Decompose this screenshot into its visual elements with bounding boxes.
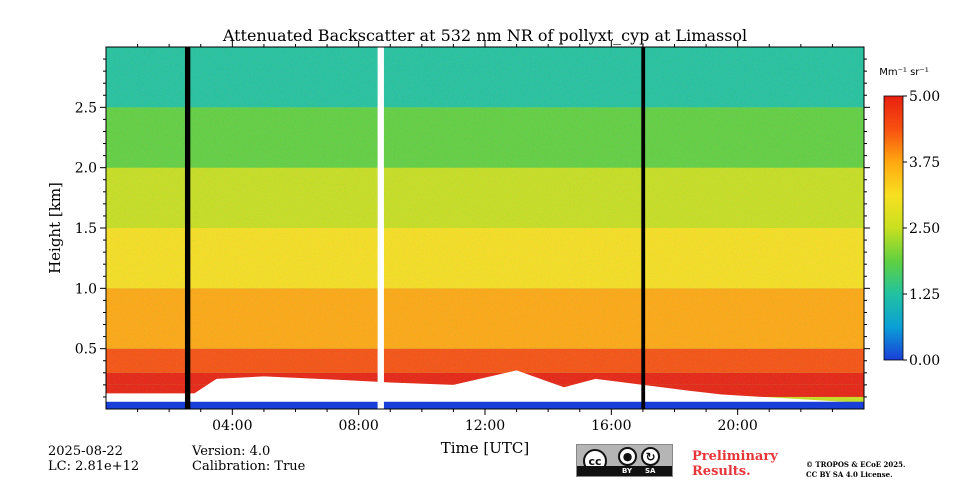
version-label: Version: 4.0 bbox=[192, 444, 271, 459]
x-tick-label: 04:00 bbox=[212, 418, 252, 434]
cc-by-sa-logo: cc ● ↻ BY SA bbox=[576, 444, 673, 477]
colorbar-tick-label: 0.00 bbox=[909, 353, 940, 369]
cc-label-bar bbox=[577, 466, 672, 476]
cc-by-label: BY bbox=[622, 467, 633, 475]
calibration-label: Calibration: True bbox=[192, 459, 306, 474]
info-left: 2025-08-22 LC: 2.81e+12 bbox=[48, 444, 139, 474]
x-tick-label: 08:00 bbox=[338, 418, 378, 434]
y-tick-label: 1.0 bbox=[75, 281, 97, 297]
noise-speckle bbox=[106, 47, 864, 409]
colorbar-unit: Mm⁻¹ sr⁻¹ bbox=[879, 67, 928, 78]
colorbar-ticks: 0.00 1.25 2.50 3.75 5.00 bbox=[903, 89, 940, 369]
colorbar-tick-label: 2.50 bbox=[909, 221, 940, 237]
preliminary-line-1: Preliminary bbox=[692, 449, 778, 464]
y-tick-label: 2.0 bbox=[75, 161, 97, 177]
copyright-line-2: CC BY SA 4.0 License. bbox=[806, 470, 893, 479]
black-gap bbox=[641, 47, 646, 409]
copyright-line-1: © TROPOS & ECoE 2025. bbox=[806, 460, 906, 469]
preliminary-line-2: Results. bbox=[692, 464, 751, 479]
white-gap bbox=[377, 47, 384, 409]
copyright: © TROPOS & ECoE 2025. CC BY SA 4.0 Licen… bbox=[806, 460, 905, 480]
x-axis-label: Time [UTC] bbox=[441, 439, 530, 457]
info-middle: Version: 4.0 Calibration: True bbox=[192, 444, 305, 474]
x-tick-label: 16:00 bbox=[591, 418, 631, 434]
data-gaps bbox=[184, 47, 646, 409]
x-tick-label: 12:00 bbox=[465, 418, 505, 434]
y-axis: 0.5 1.0 1.5 2.0 2.5 bbox=[75, 58, 870, 398]
preliminary-results: Preliminary Results. bbox=[692, 449, 778, 479]
x-axis: 04:00 08:00 12:00 16:00 20:00 bbox=[137, 41, 833, 434]
chart-title: Attenuated Backscatter at 532 nm NR of p… bbox=[222, 26, 747, 45]
y-tick-label: 1.5 bbox=[75, 221, 97, 237]
measurement-date: 2025-08-22 bbox=[48, 444, 123, 459]
black-gap bbox=[184, 47, 191, 409]
cc-sa-label: SA bbox=[645, 467, 656, 475]
y-axis-label: Height [km] bbox=[46, 182, 64, 274]
colorbar: Mm⁻¹ sr⁻¹ 0.00 1.25 2.50 3.75 5.00 bbox=[879, 67, 940, 369]
low-cloud-saturation bbox=[106, 370, 864, 403]
share-alike-icon: ↻ bbox=[641, 447, 660, 466]
person-icon: ● bbox=[618, 447, 637, 466]
colorbar-tick-label: 3.75 bbox=[909, 155, 940, 171]
colorbar-tick-label: 1.25 bbox=[909, 287, 940, 303]
lidar-constant: LC: 2.81e+12 bbox=[48, 459, 140, 474]
colorbar-tick-label: 5.00 bbox=[909, 89, 940, 105]
colorbar-gradient bbox=[883, 95, 904, 361]
y-tick-label: 0.5 bbox=[75, 342, 97, 358]
y-tick-label: 2.5 bbox=[75, 100, 97, 116]
surface-band bbox=[106, 401, 864, 409]
plot-area bbox=[106, 47, 864, 409]
x-tick-label: 20:00 bbox=[717, 418, 757, 434]
